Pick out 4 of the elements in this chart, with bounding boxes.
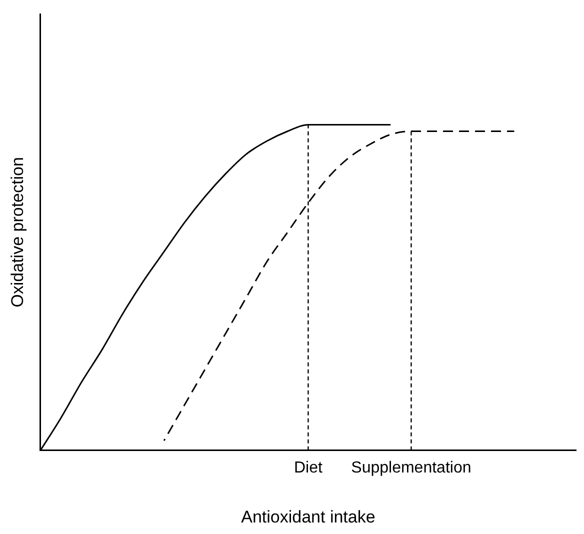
y-axis-title: Oxidative protection [8,157,27,308]
x-tick-label: Supplementation [351,459,472,476]
x-tick-label: Diet [294,459,323,476]
x-axis-title: Antioxidant intake [241,507,376,526]
